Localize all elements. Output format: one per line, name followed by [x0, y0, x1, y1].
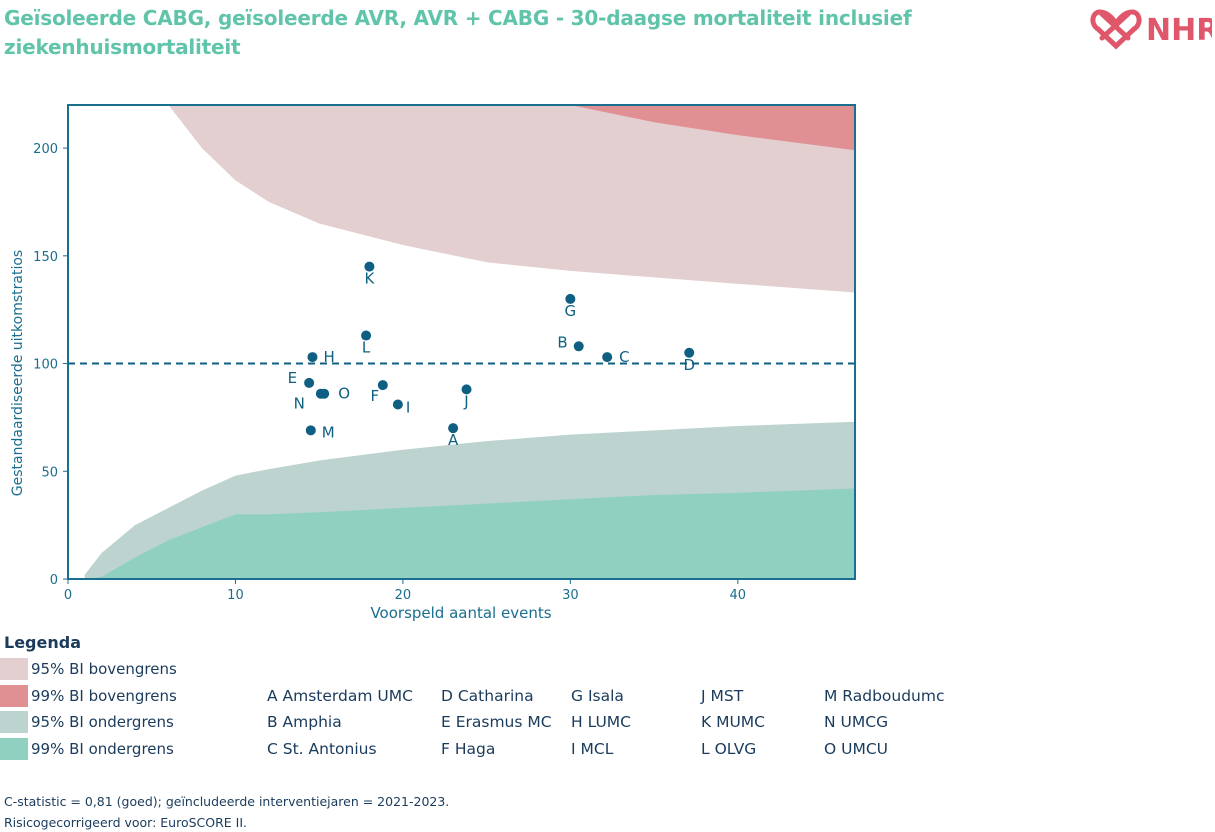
point-i	[392, 399, 403, 410]
plot-frame	[67, 104, 856, 580]
band-upper-95	[168, 105, 855, 293]
footnote-risk: Risicogecorrigeerd voor: EuroSCORE II.	[4, 815, 248, 830]
x-tick-label: 40	[730, 588, 747, 603]
hospital-j: J MST	[701, 687, 744, 705]
y-tick-label: 0	[50, 573, 58, 588]
hospital-b: B Amphia	[267, 713, 342, 731]
legend-swatch	[0, 685, 28, 707]
point-label-k: K	[364, 270, 375, 288]
y-tick-label: 100	[33, 358, 58, 373]
hospital-l: L OLVG	[701, 740, 757, 758]
point-j	[461, 384, 472, 395]
hospital-e: E Erasmus MC	[441, 713, 552, 731]
point-label-e: E	[288, 369, 297, 387]
point-label-d: D	[683, 356, 695, 374]
legend-label: 99% BI bovengrens	[31, 687, 177, 705]
page-title: Geïsoleerde CABG, geïsoleerde AVR, AVR +…	[4, 6, 912, 59]
point-h	[307, 352, 318, 363]
point-l	[361, 330, 372, 341]
legend-swatch	[0, 658, 28, 680]
point-label-f: F	[370, 387, 379, 405]
point-m	[305, 425, 316, 436]
point-label-m: M	[322, 423, 335, 441]
hospital-g: G Isala	[571, 687, 624, 705]
point-d	[684, 347, 695, 358]
x-tick-label: 30	[562, 588, 579, 603]
funnel-plot: 0 10 20 30 40 0 50 100 150 200 A B C D E F G H I J K L MN O Vo…	[10, 104, 856, 622]
x-tick-label: 20	[395, 588, 412, 603]
point-label-i: I	[406, 398, 410, 416]
hospital-c: C St. Antonius	[267, 740, 377, 758]
nhr-logo: NHR	[1090, 9, 1212, 50]
point-b	[573, 341, 584, 352]
point-label-h: H	[323, 348, 334, 366]
band-lower-99	[84, 488, 855, 579]
hospital-a: A Amsterdam UMC	[267, 687, 413, 705]
point-k	[364, 261, 375, 272]
hospital-f: F Haga	[441, 740, 496, 758]
point-f	[377, 380, 388, 391]
hospital-n: N UMCG	[824, 713, 889, 731]
point-a	[448, 423, 459, 434]
legend-title: Legenda	[4, 633, 81, 652]
point-label-n: N	[294, 395, 305, 413]
hospital-i: I MCL	[571, 740, 614, 758]
point-label-j: J	[463, 392, 468, 410]
point-label-a: A	[448, 431, 459, 449]
y-tick-label: 150	[33, 250, 58, 265]
point-g	[565, 293, 576, 304]
point-e	[304, 377, 315, 388]
legend-swatch	[0, 711, 28, 733]
legend-label: 95% BI bovengrens	[31, 660, 177, 678]
x-axis-label: Voorspeld aantal events	[370, 604, 551, 622]
x-tick-label: 10	[227, 588, 244, 603]
hospital-k: K MUMC	[701, 713, 766, 731]
logo-text: NHR	[1146, 13, 1212, 48]
hospital-o: O UMCU	[824, 740, 889, 758]
heart-knot-logo-icon	[1090, 9, 1142, 50]
hospital-d: D Catharina	[441, 687, 534, 705]
point-label-l: L	[362, 339, 371, 357]
point-c	[602, 352, 613, 363]
legend-swatch	[0, 738, 28, 760]
hospital-h: H LUMC	[571, 713, 631, 731]
point-label-o: O	[338, 385, 350, 403]
x-tick-label: 0	[64, 588, 72, 603]
y-axis-label: Gestandaardiseerde uitkomstratios	[10, 250, 26, 496]
y-tick-label: 50	[41, 465, 58, 480]
y-tick-label: 200	[33, 142, 58, 157]
point-label-b: B	[557, 333, 567, 351]
band-upper-99	[570, 105, 855, 151]
point-label-g: G	[565, 302, 577, 320]
hospital-m: M Radboudumc	[824, 687, 945, 705]
point-label-c: C	[619, 348, 629, 366]
point-o	[319, 388, 330, 399]
legend-label: 99% BI ondergrens	[31, 740, 174, 758]
footnote-cstatistic: C-statistic = 0,81 (goed); geïncludeerde…	[4, 794, 450, 809]
legend-label: 95% BI ondergrens	[31, 713, 174, 731]
